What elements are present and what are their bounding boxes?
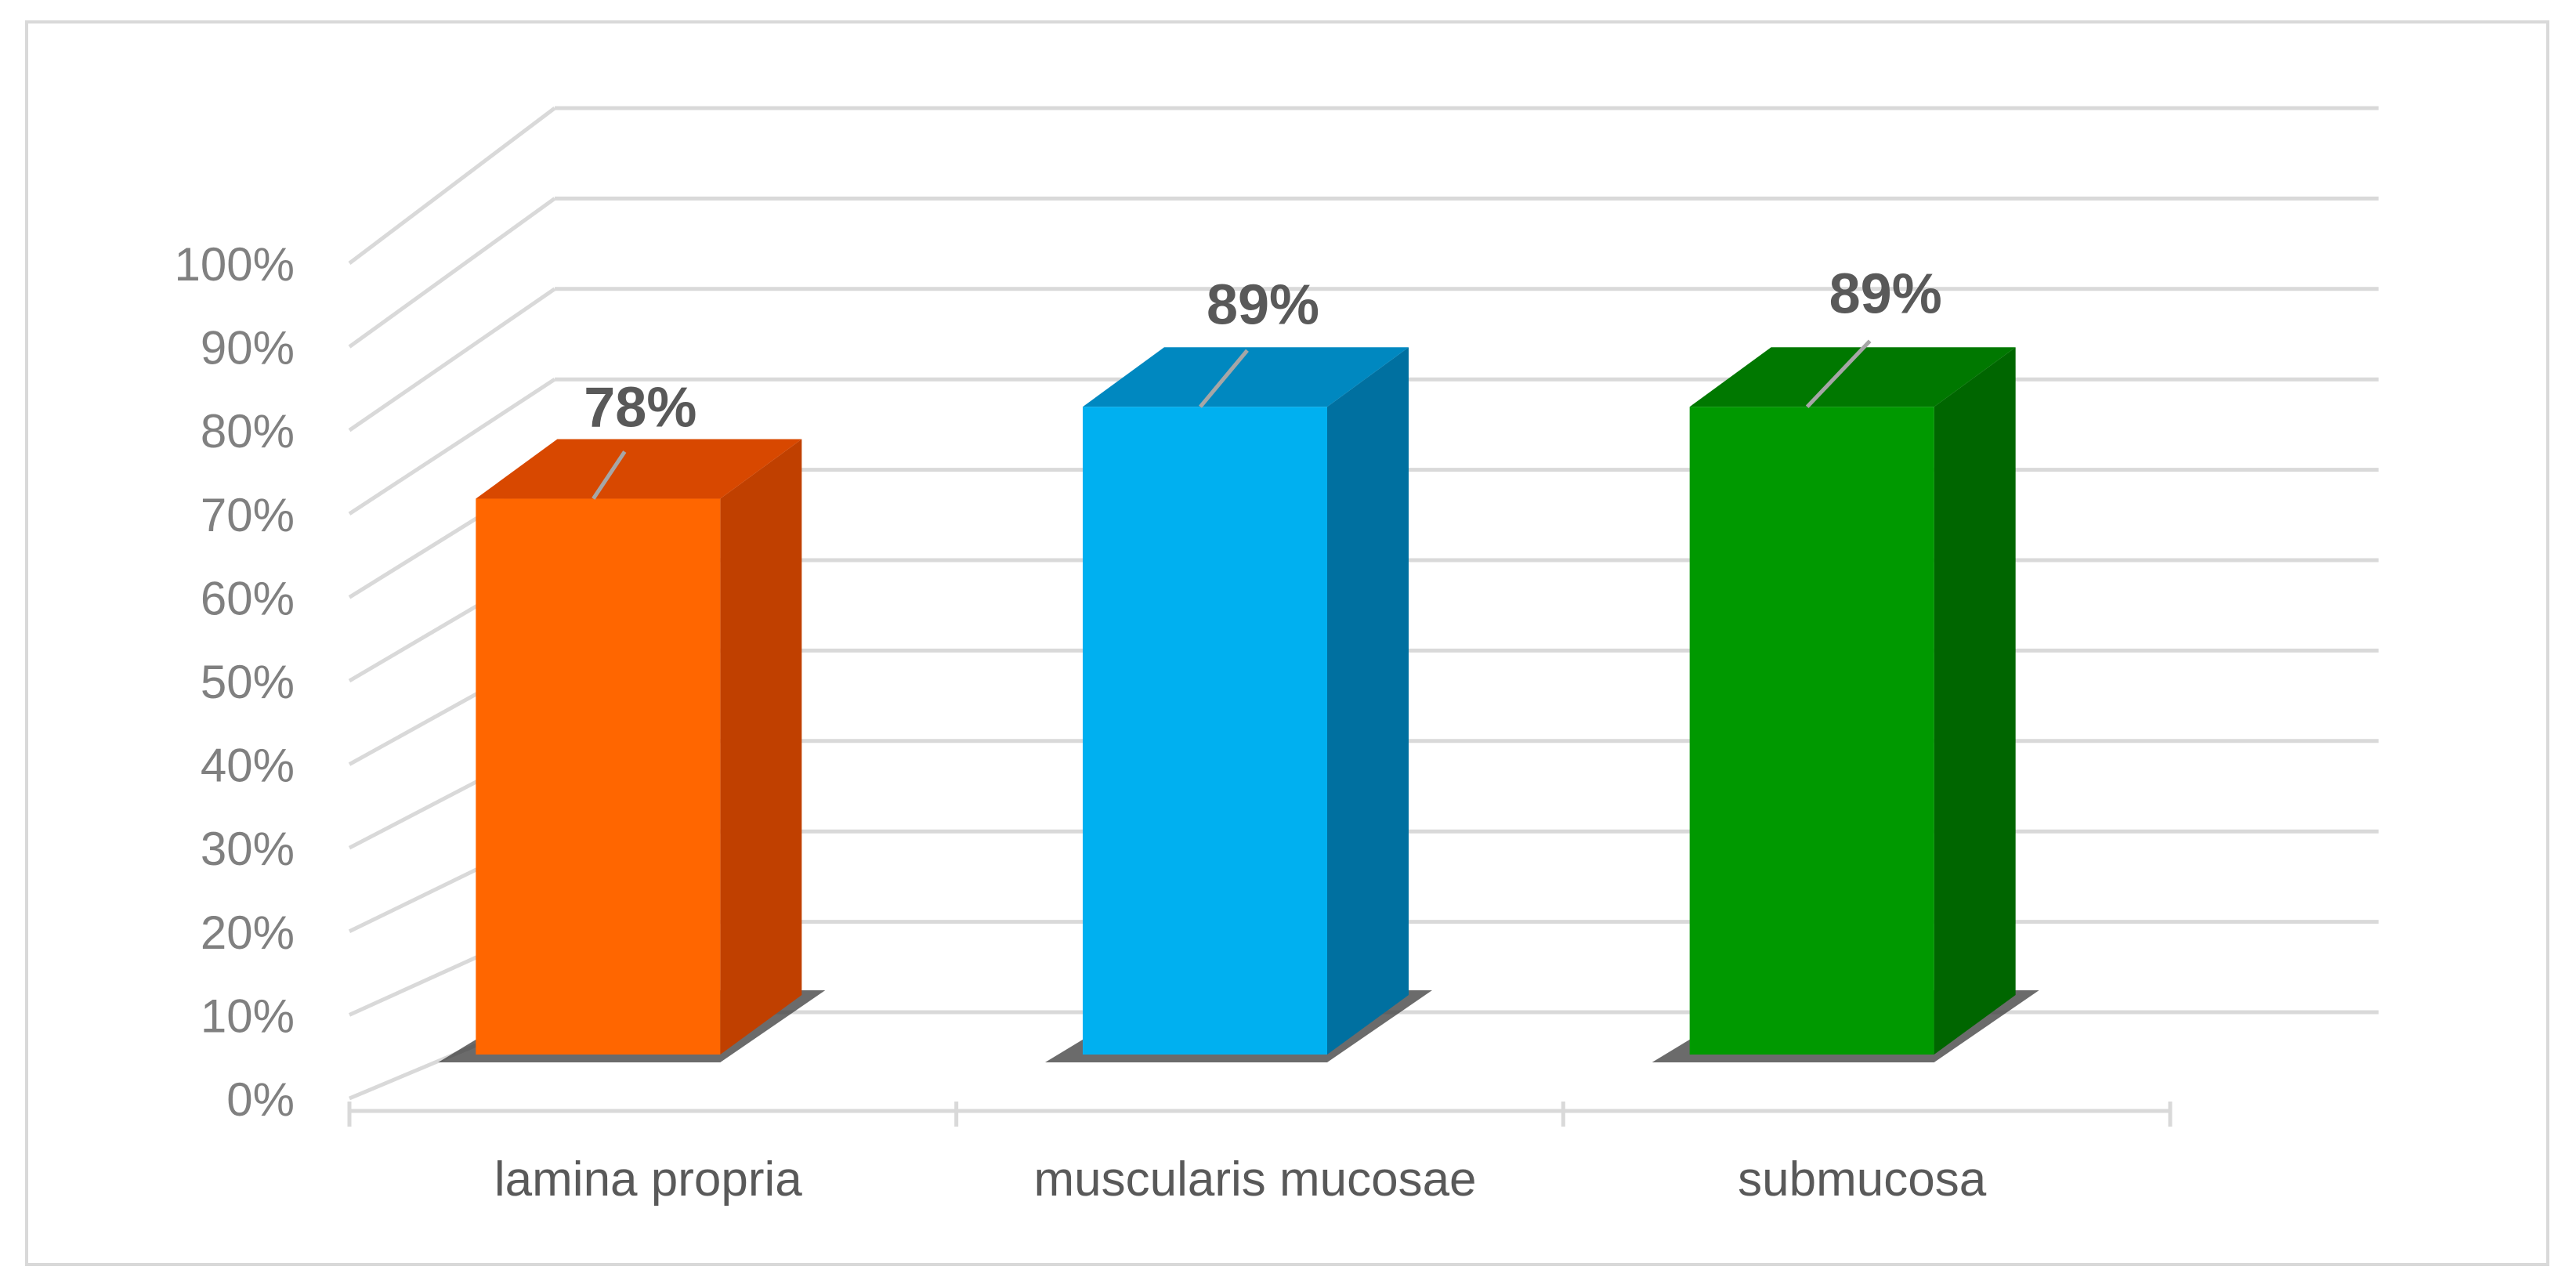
x-axis: lamina propria muscularis mucosae submucos…	[347, 1102, 2173, 1207]
gridline-side	[348, 287, 556, 432]
data-label: 89%	[1207, 273, 1319, 336]
data-labels: 78% 89% 89%	[584, 262, 1942, 500]
bar-side	[1934, 347, 2016, 1055]
y-tick-label: 100%	[175, 238, 295, 291]
y-axis: 0% 10% 20% 30% 40% 50% 60% 70% 80% 90% 100%	[175, 238, 295, 1126]
bar-top	[1083, 347, 1409, 407]
bar-top	[1689, 347, 2016, 407]
bar-top	[476, 439, 802, 499]
gridline-side	[348, 107, 556, 265]
y-tick-label: 10%	[201, 990, 295, 1042]
bar-side	[720, 439, 802, 1055]
y-tick-label: 80%	[201, 405, 295, 458]
bar-side	[1327, 347, 1409, 1055]
y-tick-label: 30%	[201, 823, 295, 875]
y-tick-label: 20%	[201, 906, 295, 959]
y-tick-label: 50%	[201, 656, 295, 708]
y-tick-label: 0%	[226, 1073, 295, 1126]
y-tick-label: 40%	[201, 740, 295, 792]
data-label: 78%	[584, 377, 696, 440]
bars	[438, 347, 2039, 1062]
y-tick-label: 90%	[201, 322, 295, 374]
data-label: 89%	[1829, 262, 1942, 325]
data-label-leader	[592, 450, 627, 500]
x-tick-label: submucosa	[1738, 1152, 1987, 1207]
data-label-leader	[1805, 339, 1872, 408]
bar	[1689, 407, 1934, 1055]
x-tick-label: lamina propria	[494, 1152, 802, 1207]
y-tick-label: 60%	[201, 572, 295, 624]
y-tick-label: 70%	[201, 489, 295, 541]
gridline-side	[348, 197, 556, 349]
gridline-side	[348, 378, 556, 516]
bar	[1083, 407, 1327, 1055]
x-tick-label: muscularis mucosae	[1033, 1152, 1476, 1207]
data-label-leader	[1199, 349, 1249, 408]
bar	[476, 498, 721, 1055]
